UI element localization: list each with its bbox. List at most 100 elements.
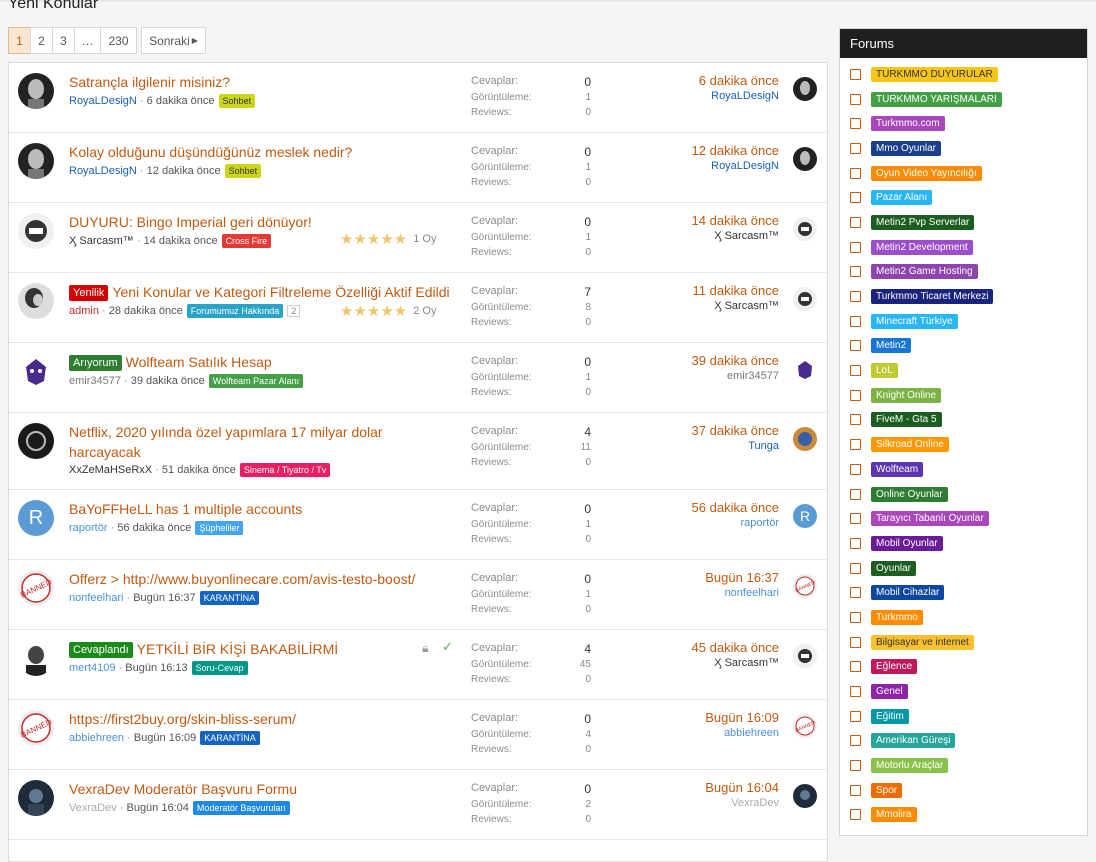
filter-checkbox[interactable] [850, 93, 861, 105]
last-post-user[interactable]: Ӽ Sarcasm™ [714, 657, 779, 669]
filter-checkbox[interactable] [850, 118, 861, 130]
user-avatar[interactable] [18, 780, 54, 816]
forum-filter-item[interactable]: Oyunlar [840, 556, 1087, 581]
forum-badge[interactable]: Mobil Oyunlar [871, 535, 943, 551]
last-post-user[interactable]: RoyaLDesigN [711, 90, 779, 102]
thread-title-text[interactable]: Netflix, 2020 yılında özel yapımlara 17 … [69, 424, 383, 440]
last-post-time[interactable]: 11 dakika önce [692, 283, 780, 298]
thread-row[interactable]: BANNED https://first2buy.org/skin-bliss-s… [9, 700, 827, 770]
forum-filter-item[interactable]: Tarayıcı Tabanlı Oyunlar [840, 506, 1087, 531]
last-post-avatar[interactable]: BANNED [793, 574, 817, 598]
page-count-badge[interactable]: 2 [287, 305, 301, 317]
last-post-avatar[interactable] [793, 287, 817, 311]
forum-badge[interactable]: Metin2 Game Hosting [871, 264, 978, 280]
filter-checkbox[interactable] [850, 142, 861, 154]
thread-author[interactable]: nonfeelhari [69, 592, 124, 604]
thread-row[interactable]: Netflix, 2020 yılında özel yapımlara 17 … [9, 413, 827, 490]
thread-title[interactable]: DUYURU: Bingo Imperial geri dönüyor! [69, 212, 459, 232]
filter-checkbox[interactable] [850, 636, 861, 648]
forum-badge[interactable]: Bilgisayar ve internet [871, 634, 974, 650]
thread-row[interactable]: Yenilik Yeni Konular ve Kategori Filtrele… [9, 273, 827, 343]
user-avatar[interactable] [18, 283, 54, 319]
forum-filter-item[interactable]: Metin2 Game Hosting [840, 260, 1087, 285]
thread-title-text[interactable]: Kolay olduğunu düşündüğünüz meslek nedir… [69, 144, 353, 160]
last-post-avatar[interactable] [793, 217, 817, 241]
forum-badge[interactable]: Wolfteam [871, 461, 924, 477]
thread-row[interactable]: Arıyorum Wolfteam Satılık Hesap emir34577 … [9, 343, 827, 413]
user-avatar[interactable] [18, 353, 54, 389]
user-avatar[interactable] [18, 143, 54, 179]
forum-filter-item[interactable]: Silkroad Online [840, 432, 1087, 457]
last-post-time[interactable]: 56 dakika önce [691, 500, 779, 515]
forum-filter-item[interactable]: Eğlence [840, 655, 1087, 680]
forum-filter-item[interactable]: Bilgisayar ve internet [840, 630, 1087, 655]
forum-filter-item[interactable]: Turkmmo Ticaret Merkezi [840, 284, 1087, 309]
thread-title[interactable]: Kolay olduğunu düşündüğünüz meslek nedir… [69, 142, 459, 162]
thread-author[interactable]: emir34577 [69, 375, 121, 387]
page-ellipsis[interactable]: … [74, 27, 101, 54]
thread-title[interactable]: Netflix, 2020 yılında özel yapımlara 17 … [69, 422, 459, 462]
user-avatar[interactable] [18, 423, 54, 459]
forum-filter-item[interactable]: Mmo Oyunlar [840, 136, 1087, 161]
thread-title-text[interactable]: Yeni Konular ve Kategori Filtreleme Özel… [112, 284, 450, 300]
filter-checkbox[interactable] [850, 167, 861, 179]
thread-title[interactable]: Yenilik Yeni Konular ve Kategori Filtrele… [69, 282, 459, 302]
user-avatar[interactable] [18, 213, 54, 249]
last-post-user[interactable]: emir34577 [727, 370, 779, 382]
thread-title[interactable]: Offerz > http://www.buyonlinecare.com/av… [69, 569, 459, 589]
forum-filter-item[interactable]: TURKMMO YARIŞMALARI [840, 87, 1087, 112]
page-last[interactable]: 230 [100, 27, 137, 54]
thread-author[interactable]: admin [69, 305, 99, 317]
thread-title-text[interactable]: VexraDev Moderatör Başvuru Formu [69, 781, 297, 797]
thread-title-text-line2[interactable]: harcayacak [69, 444, 141, 460]
thread-title[interactable]: BaYoFFHeLL has 1 multiple accounts [69, 499, 459, 519]
forum-badge[interactable]: Motorlu Araçlar [871, 758, 949, 774]
last-post-avatar[interactable] [793, 147, 817, 171]
filter-checkbox[interactable] [850, 611, 861, 623]
last-post-user[interactable]: raportör [740, 517, 779, 529]
last-post-user[interactable]: abbiehreen [723, 727, 779, 739]
thread-title[interactable]: Arıyorum Wolfteam Satılık Hesap [69, 352, 459, 372]
filter-checkbox[interactable] [850, 68, 861, 80]
thread-row[interactable]: VexraDev Moderatör Başvuru Formu VexraDev… [9, 770, 827, 840]
forum-tag[interactable]: Forumumuz Hakkında [186, 304, 284, 318]
thread-title[interactable]: Cevaplandı YETKİLİ BİR KİŞİ BAKABİLİRMİ [69, 639, 459, 659]
last-post-user[interactable]: nonfeelhari [724, 587, 779, 599]
forum-tag[interactable]: Cross Fire [221, 234, 272, 248]
thread-title-text[interactable]: YETKİLİ BİR KİŞİ BAKABİLİRMİ [136, 641, 339, 657]
filter-checkbox[interactable] [850, 192, 861, 204]
filter-checkbox[interactable] [850, 266, 861, 278]
page-2[interactable]: 2 [30, 27, 53, 54]
thread-row[interactable]: BANNED Offerz > http://www.buyonlinecare.… [9, 560, 827, 630]
forum-filter-item[interactable]: Knight Online [840, 383, 1087, 408]
forum-badge[interactable]: TURKMMO YARIŞMALARI [871, 91, 1002, 107]
forum-badge[interactable]: Eğlence [871, 659, 918, 675]
forum-filter-item[interactable]: Mobil Cihazlar [840, 580, 1087, 605]
filter-checkbox[interactable] [850, 735, 861, 747]
last-post-user[interactable]: VexraDev [731, 797, 779, 809]
user-avatar[interactable] [18, 73, 54, 109]
filter-checkbox[interactable] [850, 463, 861, 475]
filter-checkbox[interactable] [850, 340, 861, 352]
forum-filter-item[interactable]: Mmolira [840, 803, 1087, 828]
thread-title-text[interactable]: Satrançla ilgilenir misiniz? [69, 74, 231, 90]
page-1[interactable]: 1 [8, 27, 31, 54]
forum-tag[interactable]: KARANTİNA [199, 591, 260, 605]
last-post-time[interactable]: 45 dakika önce [691, 640, 779, 655]
forum-tag[interactable]: KARANTİNA [200, 731, 260, 745]
thread-author[interactable]: abbiehreen [69, 732, 125, 744]
forum-badge[interactable]: Pazar Alanı [871, 190, 933, 206]
thread-title[interactable]: VexraDev Moderatör Başvuru Formu [69, 779, 459, 799]
forum-tag[interactable]: Sohbet [224, 164, 262, 178]
last-post-time[interactable]: Bugün 16:37 [705, 570, 779, 585]
filter-checkbox[interactable] [850, 661, 861, 673]
filter-checkbox[interactable] [850, 537, 861, 549]
forum-badge[interactable]: LoL [871, 363, 898, 379]
forum-filter-item[interactable]: Turkmmo.com [840, 111, 1087, 136]
last-post-time[interactable]: 6 dakika önce [698, 73, 779, 88]
forum-filter-item[interactable]: Online Oyunlar [840, 482, 1087, 507]
last-post-time[interactable]: Bugün 16:09 [705, 710, 779, 725]
filter-checkbox[interactable] [850, 686, 861, 698]
forum-tag[interactable]: Sinema / Tiyatro / Tv [239, 463, 331, 477]
user-avatar[interactable] [18, 640, 54, 676]
